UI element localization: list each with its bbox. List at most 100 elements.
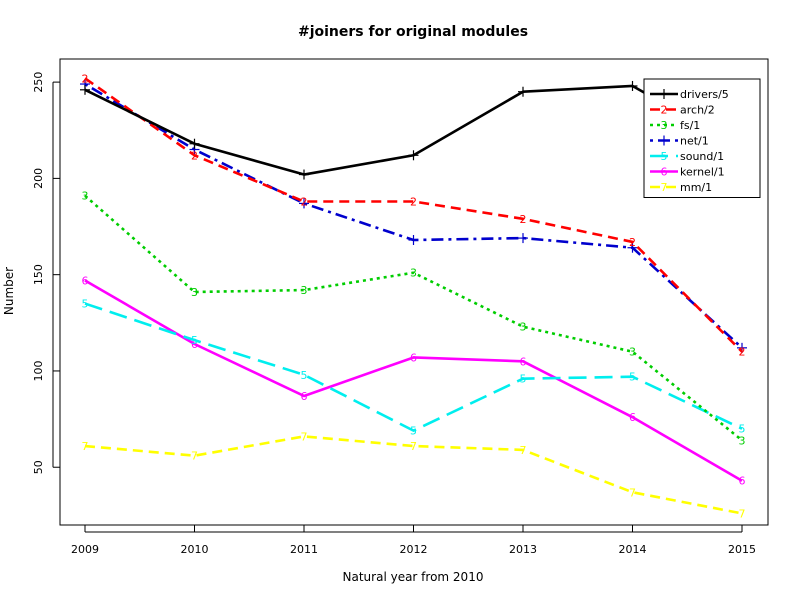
legend-label: kernel/1: [680, 166, 725, 179]
data-point: 3: [82, 190, 89, 203]
series-mm-1: 7 7 7 7 7 7 7: [82, 430, 746, 520]
series-sound-1: 5 5 5 5 5 5 5: [82, 298, 746, 438]
legend-label: mm/1: [680, 181, 712, 194]
data-point: 6: [629, 411, 636, 424]
y-tick-label: 200: [32, 168, 45, 189]
data-point: 5: [520, 373, 527, 386]
series-line: [84, 302, 743, 432]
legend-marker: 2: [661, 104, 668, 117]
y-tick-label: 150: [32, 264, 45, 285]
data-point: 2: [410, 195, 417, 208]
data-point: 7: [520, 444, 527, 457]
data-point: 6: [301, 390, 308, 403]
x-tick-label: 2014: [619, 543, 647, 556]
data-point: 3: [301, 284, 308, 297]
x-tick-label: 2013: [509, 543, 537, 556]
legend-item: drivers/5: [650, 88, 729, 101]
data-point: 6: [739, 475, 746, 488]
data-point: 3: [739, 434, 746, 447]
legend-marker: 5: [661, 150, 668, 163]
legend-item: 5 sound/1: [650, 150, 724, 163]
data-point: [299, 169, 309, 180]
data-point: 7: [82, 440, 89, 453]
legend-marker: 7: [661, 181, 668, 194]
data-point: [189, 138, 200, 149]
chart-title: #joiners for original modules: [298, 24, 528, 40]
series-net-1: [80, 79, 747, 353]
x-tick-label: 2009: [71, 543, 99, 556]
series-line: [84, 279, 743, 482]
data-point: 5: [191, 334, 198, 347]
data-point: 3: [191, 286, 198, 299]
series-fs-1: 3 3 3 3 3 3 3: [82, 190, 746, 448]
data-point: [80, 84, 90, 95]
data-point: 3: [410, 267, 417, 280]
data-point: 7: [301, 430, 308, 443]
data-point: [299, 198, 309, 209]
series-line: [84, 77, 743, 353]
legend-marker: 3: [661, 119, 668, 132]
data-point: 3: [520, 321, 527, 334]
data-point: 2: [739, 346, 746, 359]
x-tick-label: 2015: [728, 543, 756, 556]
data-point: 5: [301, 369, 308, 382]
x-axis: 2009 2010 2011 2012 2013 2014 2015: [71, 525, 756, 556]
data-point: 2: [301, 195, 308, 208]
series-line: [84, 82, 743, 349]
x-tick-label: 2010: [181, 543, 209, 556]
legend-marker: 6: [661, 166, 668, 179]
data-point: 2: [520, 213, 527, 226]
legend-item: net/1: [650, 135, 709, 148]
data-point: 7: [410, 440, 417, 453]
data-point: 3: [629, 346, 636, 359]
data-point: 5: [739, 423, 746, 436]
x-tick-label: 2011: [290, 543, 318, 556]
data-point: [518, 86, 528, 97]
data-point: 5: [410, 425, 417, 438]
legend-label: drivers/5: [680, 88, 729, 101]
legend-item: 7 mm/1: [650, 181, 712, 194]
legend: drivers/5 2 arch/2 3 fs/1 net/1 5 sound/1 6 kerne…: [643, 78, 761, 198]
data-point: 6: [410, 351, 417, 364]
series-kernel-1: 6 6 6 6 6 6 6: [82, 274, 746, 487]
legend-item: 2 arch/2: [650, 104, 715, 117]
y-tick-label: 100: [32, 360, 45, 381]
data-point: 7: [191, 450, 198, 463]
data-point: 2: [82, 72, 89, 85]
series-line: [84, 194, 743, 442]
data-point: 5: [82, 298, 89, 311]
legend-marker: [659, 89, 669, 99]
data-point: 5: [629, 371, 636, 384]
y-tick-label: 250: [32, 72, 45, 93]
data-point: 7: [629, 486, 636, 499]
data-point: [408, 150, 419, 161]
legend-marker: [659, 135, 669, 146]
data-point: 6: [520, 355, 527, 368]
legend-label: sound/1: [680, 150, 724, 163]
data-point: 7: [739, 507, 746, 520]
legend-label: fs/1: [680, 119, 700, 132]
data-point: 6: [82, 274, 89, 287]
legend-item: 6 kernel/1: [650, 166, 725, 179]
y-axis-label: Number: [2, 267, 16, 315]
legend-box: [643, 78, 761, 198]
data-point: 6: [191, 338, 198, 351]
y-axis: 50 100 150 200 250: [32, 72, 60, 474]
y-tick-label: 50: [32, 460, 45, 474]
series-line: [84, 84, 743, 176]
series-arch-2: 2 2 2 2 2 2 2: [82, 72, 746, 358]
x-axis-label: Natural year from 2010: [343, 570, 484, 584]
data-point: 2: [191, 149, 198, 162]
data-point: [627, 80, 638, 91]
legend-label: net/1: [680, 135, 709, 148]
data-point: [627, 242, 638, 253]
data-point: [408, 235, 419, 246]
data-point: [518, 233, 528, 244]
legend-label: arch/2: [680, 104, 715, 117]
legend-item: 3 fs/1: [650, 119, 700, 132]
x-tick-label: 2012: [400, 543, 428, 556]
data-point: 2: [629, 236, 636, 249]
